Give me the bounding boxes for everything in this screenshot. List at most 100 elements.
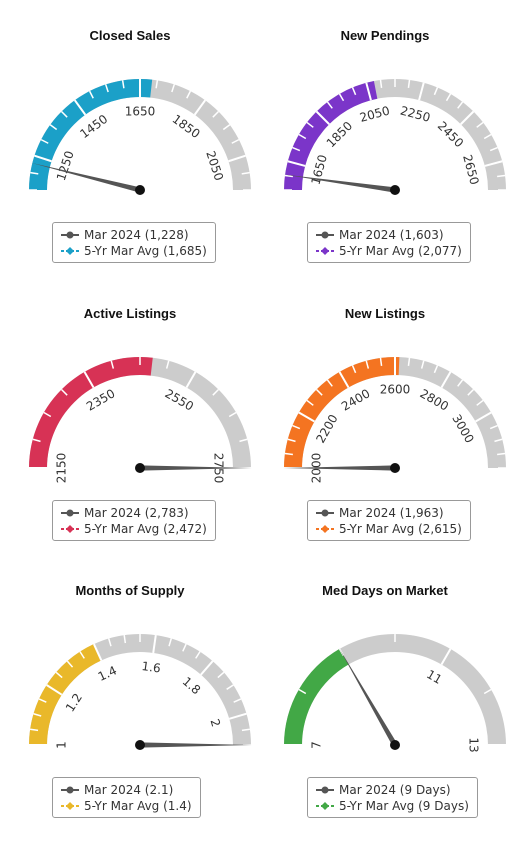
- major-tick: [185, 371, 197, 388]
- minor-tick: [420, 360, 425, 369]
- major-tick: [440, 648, 452, 665]
- legend-label: Mar 2024 (2,783): [84, 506, 189, 520]
- minor-tick: [171, 84, 176, 93]
- minor-tick: [284, 452, 293, 456]
- needle-pivot: [135, 185, 145, 195]
- minor-tick: [483, 133, 492, 140]
- minor-tick: [306, 399, 314, 406]
- tick-label: 2050: [203, 149, 226, 182]
- minor-tick: [123, 635, 127, 644]
- gauge-title: New Listings: [344, 306, 426, 321]
- gauge-title: Active Listings: [83, 306, 177, 321]
- tick-label: 1.8: [180, 674, 204, 697]
- minor-tick: [287, 438, 296, 443]
- major-tick: [440, 371, 452, 388]
- needle-pivot: [135, 740, 145, 750]
- minor-tick: [88, 90, 94, 99]
- minor-tick: [351, 87, 357, 96]
- gauge-title: New Pendings: [340, 28, 430, 43]
- minor-tick: [445, 93, 452, 102]
- legend-label: Mar 2024 (2.1): [84, 783, 174, 797]
- tick-label: 1250: [54, 149, 77, 182]
- minor-tick: [33, 713, 42, 717]
- tick-label: 1.4: [96, 663, 119, 684]
- minor-tick: [228, 411, 237, 418]
- major-tick: [193, 99, 207, 116]
- minor-tick: [306, 121, 314, 128]
- tick-label: 3000: [449, 412, 476, 445]
- legend-circle-marker-icon: [316, 231, 334, 239]
- minor-tick: [49, 124, 58, 131]
- legend-item: 5-Yr Mar Avg (1.4): [61, 798, 192, 814]
- gauge-needle: [31, 162, 141, 193]
- needle-pivot: [390, 185, 400, 195]
- minor-tick: [155, 80, 159, 89]
- minor-tick: [292, 146, 301, 152]
- minor-tick: [476, 399, 484, 406]
- major-tick: [228, 154, 246, 163]
- minor-tick: [379, 357, 383, 366]
- tick-label: 11: [424, 667, 444, 687]
- major-tick: [152, 634, 157, 654]
- gauge-needle: [283, 465, 395, 471]
- legend-item: 5-Yr Mar Avg (9 Days): [316, 798, 469, 814]
- minor-tick: [104, 84, 109, 93]
- minor-tick: [66, 660, 74, 668]
- legend-label: 5-Yr Mar Avg (2,472): [84, 522, 207, 536]
- legend-diamond-marker-icon: [316, 525, 334, 533]
- major-tick: [34, 154, 52, 163]
- minor-tick: [38, 698, 47, 703]
- legend-item: 5-Yr Mar Avg (1,685): [61, 243, 207, 259]
- gauge-needle: [140, 465, 252, 471]
- minor-tick: [433, 365, 439, 374]
- legend-circle-marker-icon: [61, 786, 79, 794]
- minor-tick: [407, 357, 411, 366]
- legend-item: Mar 2024 (2,783): [61, 505, 207, 521]
- minor-tick: [284, 174, 293, 178]
- legend-item: Mar 2024 (1,228): [61, 227, 207, 243]
- gauge-svg: 1 1.2 1.4 1.6 1.8 2: [29, 634, 252, 750]
- minor-tick: [212, 110, 220, 118]
- minor-tick: [483, 688, 492, 695]
- legend-label: 5-Yr Mar Avg (9 Days): [339, 799, 469, 813]
- minor-tick: [226, 684, 234, 690]
- legend-label: 5-Yr Mar Avg (1.4): [84, 799, 192, 813]
- minor-tick: [212, 388, 220, 396]
- legend-label: Mar 2024 (9 Days): [339, 783, 451, 797]
- needle-pivot: [390, 463, 400, 473]
- gauge-band: [284, 648, 349, 745]
- gauge-legend: Mar 2024 (1,963) 5-Yr Mar Avg (2,615): [307, 500, 471, 541]
- legend-diamond-marker-icon: [316, 247, 334, 255]
- tick-label: 2400: [339, 386, 372, 413]
- minor-tick: [433, 87, 439, 96]
- gauge-legend: Mar 2024 (1,228) 5-Yr Mar Avg (1,685): [52, 222, 216, 263]
- gauge-needle: [339, 648, 398, 747]
- major-tick: [338, 371, 350, 388]
- gauge-title: Closed Sales: [89, 28, 171, 43]
- minor-tick: [60, 388, 68, 396]
- legend-diamond-marker-icon: [61, 247, 79, 255]
- legend-label: Mar 2024 (1,228): [84, 228, 189, 242]
- minor-tick: [186, 90, 192, 99]
- tick-label: 2250: [399, 103, 432, 124]
- legend-item: Mar 2024 (2.1): [61, 782, 192, 798]
- tick-label: 2800: [418, 386, 451, 413]
- tick-label: 2200: [313, 412, 340, 445]
- legend-label: Mar 2024 (1,603): [339, 228, 444, 242]
- minor-tick: [241, 171, 250, 175]
- major-tick: [228, 712, 247, 720]
- major-tick: [475, 411, 492, 423]
- minor-tick: [108, 638, 112, 647]
- minor-tick: [79, 651, 85, 659]
- tick-label: 2350: [84, 386, 117, 413]
- gauge-svg: 7 11 13: [284, 634, 506, 753]
- minor-tick: [326, 101, 333, 109]
- gauge-legend: Mar 2024 (2.1) 5-Yr Mar Avg (1.4): [52, 777, 201, 818]
- minor-tick: [30, 728, 39, 732]
- minor-tick: [467, 388, 475, 396]
- minor-tick: [222, 124, 231, 131]
- minor-tick: [315, 388, 323, 396]
- tick-label: 2550: [163, 386, 196, 413]
- minor-tick: [497, 174, 506, 178]
- legend-item: Mar 2024 (1,963): [316, 505, 462, 521]
